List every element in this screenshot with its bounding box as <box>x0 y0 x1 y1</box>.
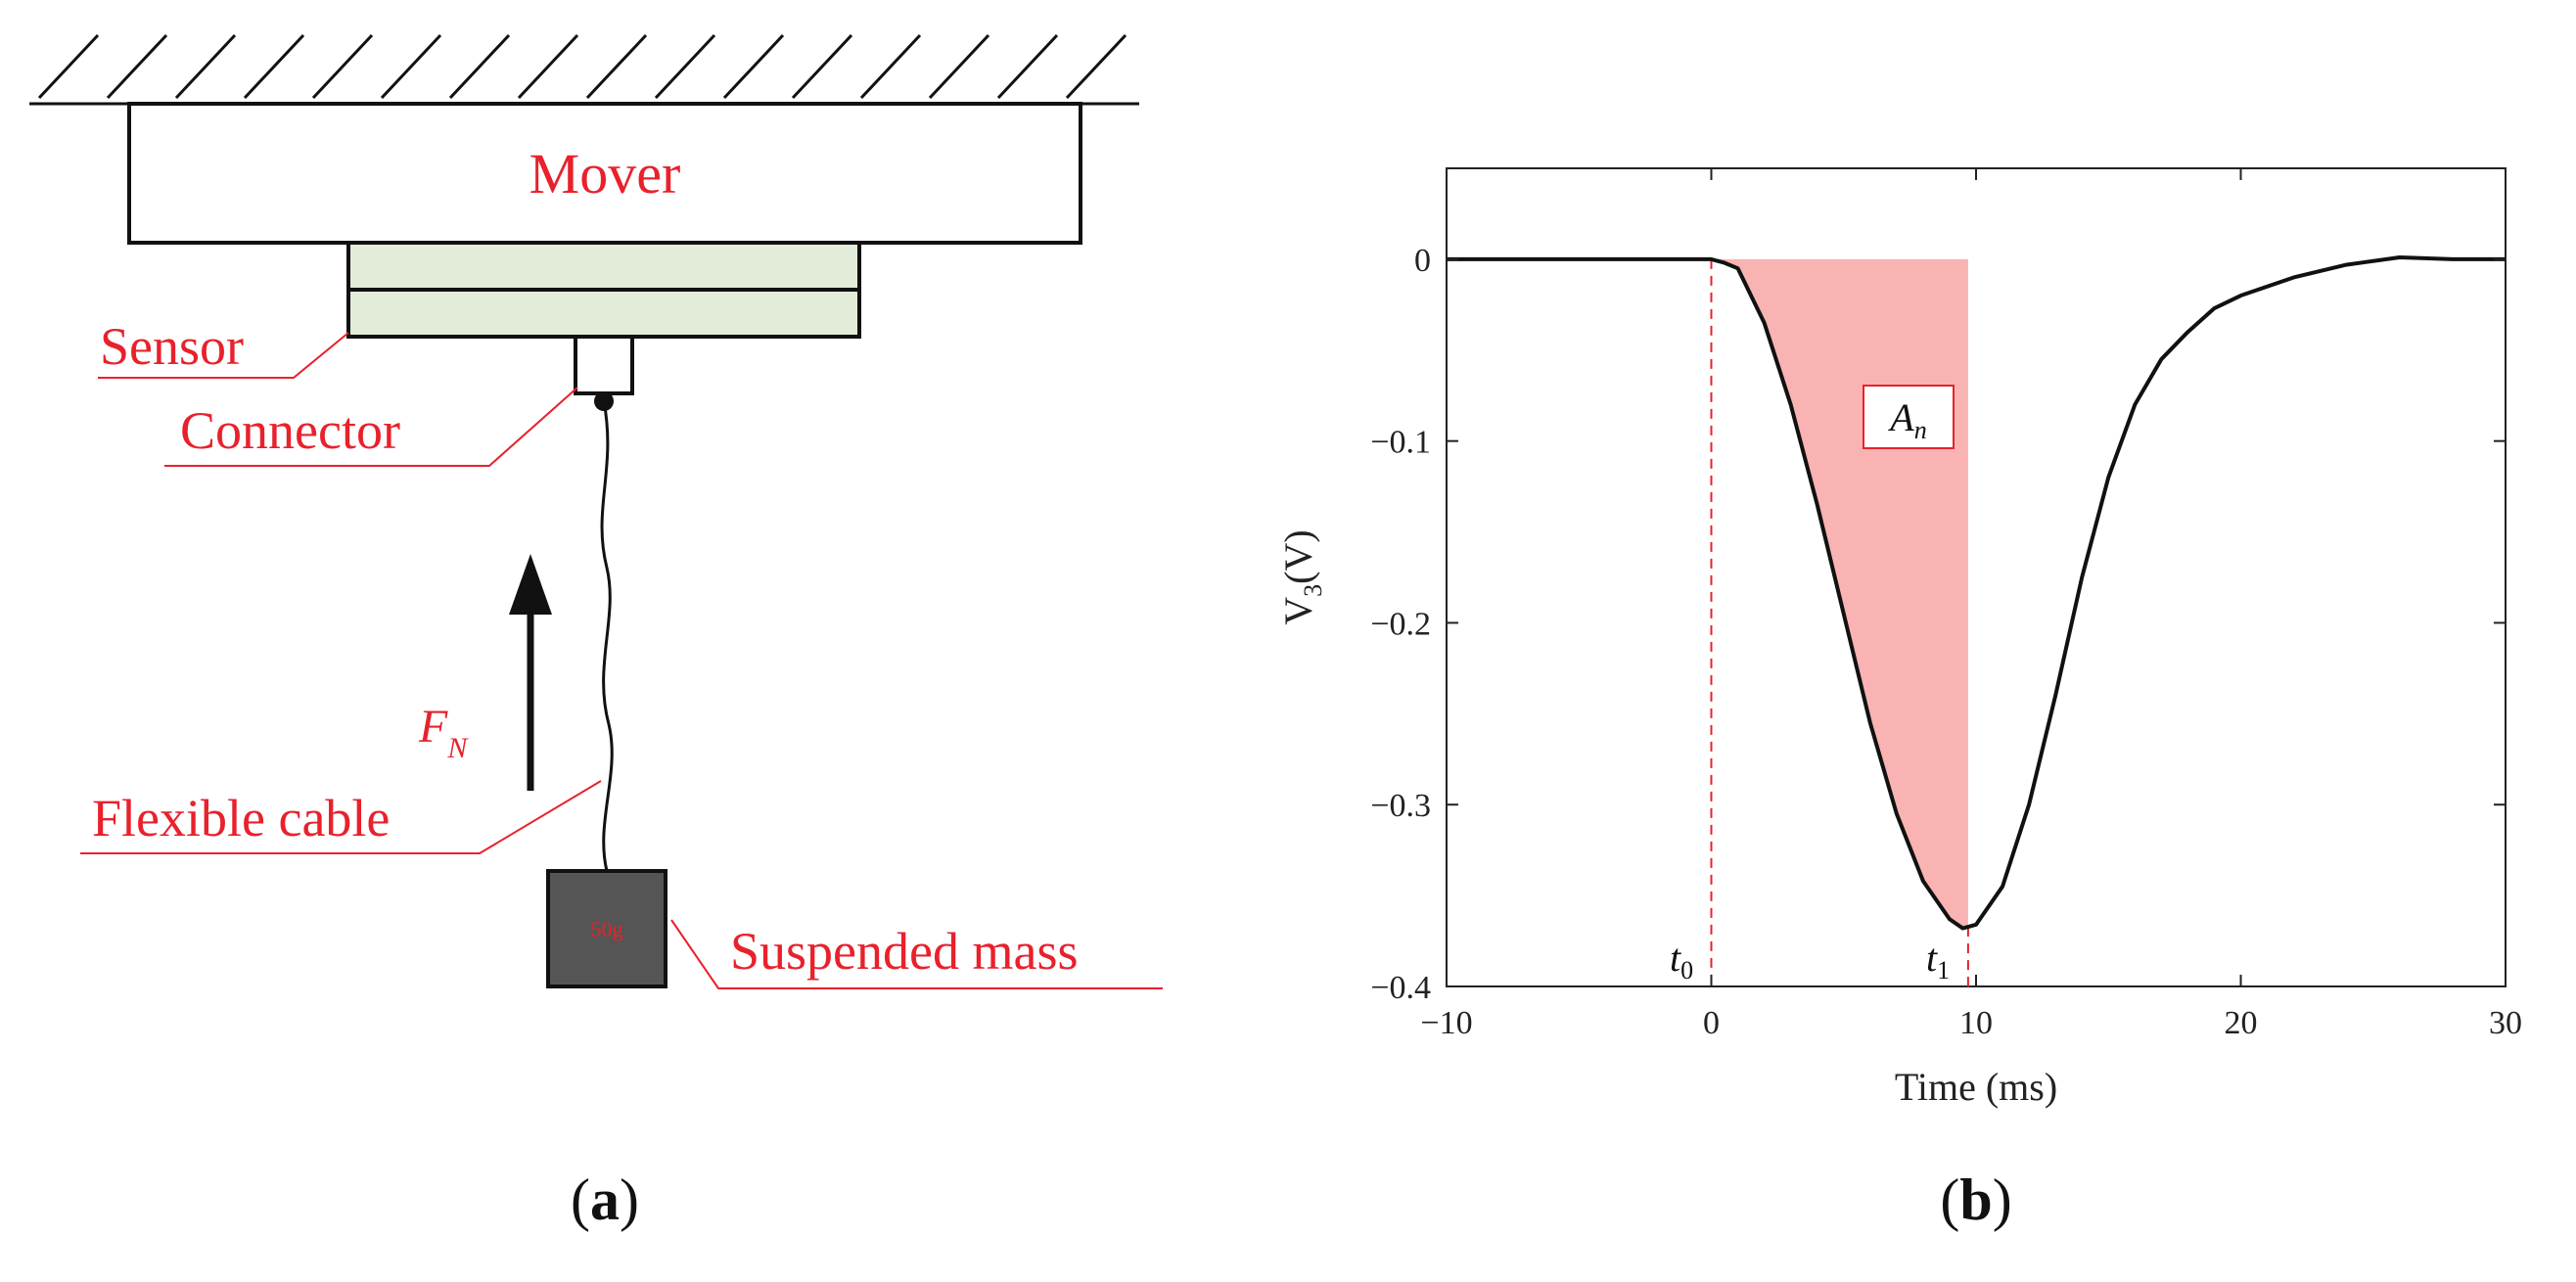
y-tick-label: −0.4 <box>1370 970 1431 1006</box>
mass-label: Suspended mass <box>730 922 1078 981</box>
t0-label: t0 <box>1670 936 1693 984</box>
mover-label: Mover <box>529 142 681 206</box>
panel-a: Mover 50g FN Sensor Connector Flexible c… <box>29 33 1163 1232</box>
y-tick-label: −0.1 <box>1370 425 1431 461</box>
plot-area <box>1446 167 2507 987</box>
x-tick-label: 0 <box>1703 1005 1720 1041</box>
area-label-box <box>1863 385 1955 449</box>
y-tick-label: 0 <box>1414 243 1431 279</box>
y-tick-label: −0.3 <box>1370 788 1431 824</box>
connector-label: Connector <box>180 401 400 460</box>
sensor-label: Sensor <box>100 317 244 376</box>
cable-label: Flexible cable <box>92 789 390 847</box>
x-tick-label: 30 <box>2489 1005 2522 1041</box>
y-tick-label: −0.2 <box>1370 606 1431 642</box>
mass-block <box>546 869 667 988</box>
connector-leader <box>164 387 578 467</box>
x-axis-label: Time (ms) <box>1895 1065 2057 1109</box>
t1-label: t1 <box>1926 936 1950 984</box>
area-label: An <box>1887 395 1926 444</box>
caption-a: (a) <box>571 1168 639 1232</box>
flexible-cable <box>600 400 614 872</box>
x-tick-label: 20 <box>2225 1005 2258 1041</box>
x-tick-label: −10 <box>1420 1005 1472 1041</box>
force-label: FN <box>418 701 469 764</box>
force-arrow-head <box>509 554 552 615</box>
leader-lines <box>80 332 1163 989</box>
series-line-v3 <box>1447 255 2506 931</box>
mass-value: 50g <box>591 917 623 941</box>
mass-leader <box>670 919 1163 989</box>
y-axis-label: V3(V) <box>1276 529 1327 624</box>
cable-leader <box>80 780 602 854</box>
ceiling-hatch <box>29 33 1139 106</box>
connector-block <box>574 335 634 395</box>
caption-b: (b) <box>1940 1168 2011 1232</box>
x-tick-label: 10 <box>1959 1005 1993 1041</box>
sensor-leader <box>98 332 349 379</box>
panel-b: −10 0 10 20 30 0 −0.1 −0.2 −0.3 −0.4 Time (ms) V3… <box>1276 167 2522 1232</box>
